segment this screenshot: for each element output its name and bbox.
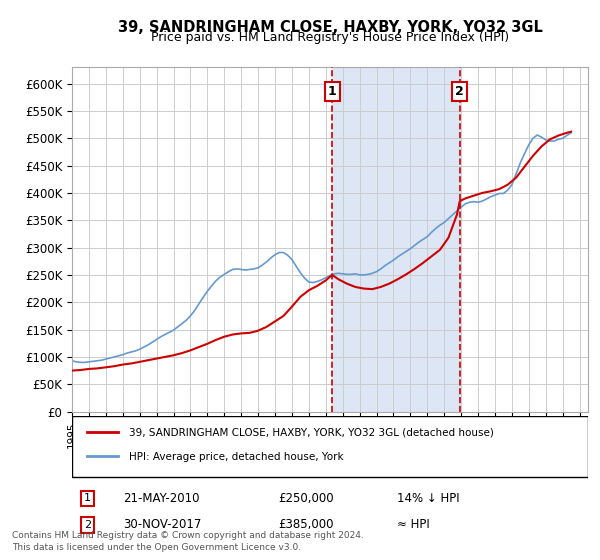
Text: £250,000: £250,000 [278, 492, 334, 505]
Text: 39, SANDRINGHAM CLOSE, HAXBY, YORK, YO32 3GL (detached house): 39, SANDRINGHAM CLOSE, HAXBY, YORK, YO32… [129, 428, 494, 438]
Text: 21-MAY-2010: 21-MAY-2010 [124, 492, 200, 505]
Text: Price paid vs. HM Land Registry's House Price Index (HPI): Price paid vs. HM Land Registry's House … [151, 31, 509, 44]
Text: £385,000: £385,000 [278, 519, 334, 531]
FancyBboxPatch shape [72, 416, 588, 477]
Text: 14% ↓ HPI: 14% ↓ HPI [397, 492, 460, 505]
Text: 2: 2 [455, 85, 464, 98]
Text: Contains HM Land Registry data © Crown copyright and database right 2024.
This d: Contains HM Land Registry data © Crown c… [12, 531, 364, 552]
Bar [332, 67, 460, 412]
Text: 2: 2 [84, 520, 91, 530]
Text: ≈ HPI: ≈ HPI [397, 519, 430, 531]
Text: HPI: Average price, detached house, York: HPI: Average price, detached house, York [129, 452, 343, 462]
Text: 39, SANDRINGHAM CLOSE, HAXBY, YORK, YO32 3GL: 39, SANDRINGHAM CLOSE, HAXBY, YORK, YO32… [118, 20, 542, 35]
Text: 30-NOV-2017: 30-NOV-2017 [124, 519, 202, 531]
Text: 1: 1 [328, 85, 337, 98]
Text: 1: 1 [84, 493, 91, 503]
